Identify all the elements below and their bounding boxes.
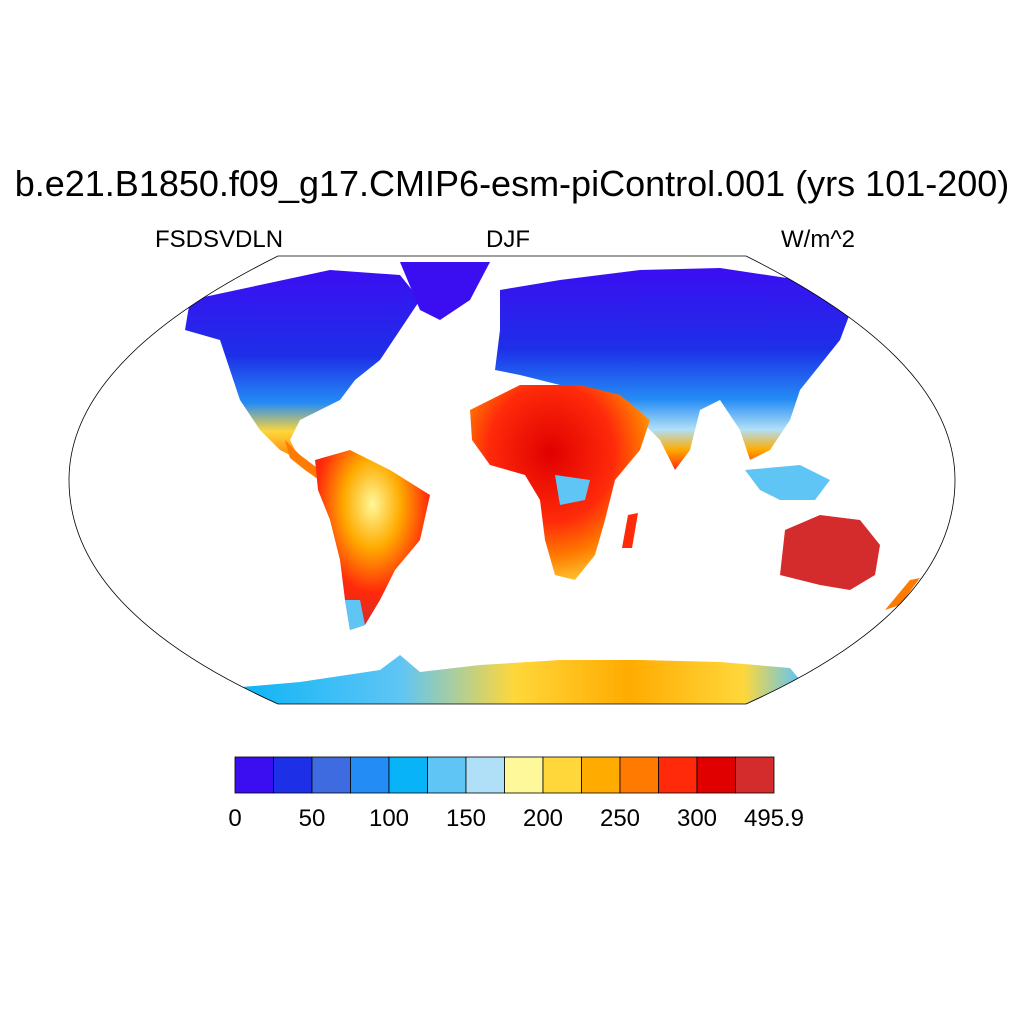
map-border	[68, 255, 956, 705]
colorbar-tick-label: 0	[228, 805, 241, 832]
units-label: W/m^2	[781, 226, 855, 253]
colorbar-tick-label: 250	[600, 805, 640, 832]
new-zealand	[885, 578, 920, 610]
colorbar-tick-label: 50	[299, 805, 326, 832]
colorbar-swatch	[619, 756, 659, 794]
colorbar-swatch	[388, 756, 428, 794]
colorbar-tick-label: 200	[523, 805, 563, 832]
eurasia	[495, 268, 855, 470]
colorbar-swatch	[427, 756, 467, 794]
antarctica	[230, 655, 800, 704]
variable-label: FSDSVDLN	[155, 226, 284, 253]
colorbar-swatch	[504, 756, 544, 794]
colorbar-tick-label: 100	[369, 805, 409, 832]
plot-title: b.e21.B1850.f09_g17.CMIP6-esm-piControl.…	[14, 163, 1010, 204]
colorbar-swatch	[465, 756, 505, 794]
colorbar-swatch	[735, 756, 775, 794]
colorbar-swatch	[542, 756, 582, 794]
colorbar-swatch	[234, 756, 274, 794]
colorbar-swatch	[350, 756, 390, 794]
colorbar-swatch	[696, 756, 736, 794]
colorbar-tick-label: 495.9	[744, 805, 804, 832]
colorbar-swatch	[273, 756, 313, 794]
maritime-continent	[745, 465, 830, 500]
colorbar-tick-label: 300	[677, 805, 717, 832]
greenland	[400, 262, 490, 320]
south-america	[315, 450, 430, 630]
north-america	[185, 270, 420, 460]
colorbar-swatch	[658, 756, 698, 794]
colorbar-swatch	[311, 756, 351, 794]
madagascar	[622, 513, 638, 548]
colorbar-tick-label: 150	[446, 805, 486, 832]
colorbar-swatch	[581, 756, 621, 794]
australia	[780, 515, 880, 590]
season-label: DJF	[486, 226, 530, 253]
